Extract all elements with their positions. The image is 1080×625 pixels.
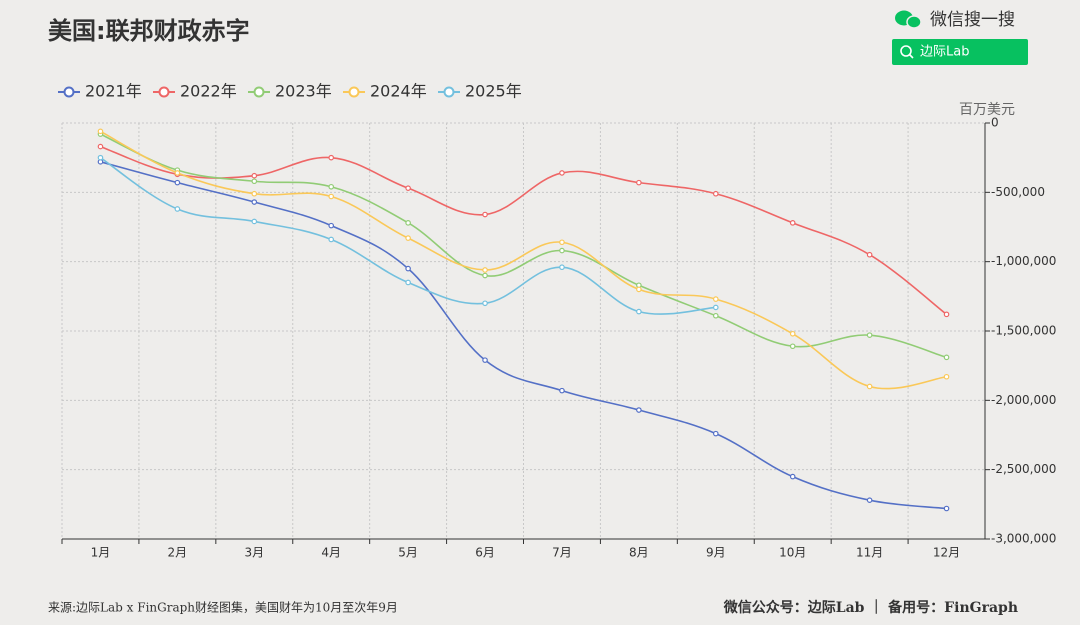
search-icon	[900, 45, 912, 57]
data-point	[559, 239, 565, 246]
footer: 微信公众号：边际Lab ｜ 备用号：FinGraph	[723, 599, 1018, 616]
data-point	[866, 383, 873, 390]
x-tick-label: 4月	[321, 546, 341, 560]
data-point	[943, 505, 950, 512]
legend-label: 2021年	[85, 82, 142, 101]
data-point	[482, 272, 488, 279]
data-point	[405, 235, 411, 241]
data-point	[405, 279, 411, 286]
data-point	[97, 143, 104, 150]
data-point	[97, 128, 104, 135]
data-point	[328, 193, 335, 200]
data-point	[866, 497, 873, 503]
legend-swatch	[63, 86, 75, 98]
x-tick-label: 5月	[398, 546, 418, 560]
data-point	[559, 264, 565, 271]
data-point	[251, 178, 258, 185]
legend-label: 2025年	[465, 82, 522, 101]
y-tick-label: -500,000	[991, 185, 1045, 199]
series-line	[100, 133, 947, 359]
data-point	[943, 311, 950, 318]
x-tick-label: 7月	[552, 546, 572, 560]
data-point	[789, 220, 796, 226]
x-tick-label: 8月	[629, 546, 649, 560]
data-point	[636, 179, 642, 186]
data-point	[482, 211, 488, 218]
data-point	[559, 170, 565, 176]
data-point	[943, 373, 950, 380]
data-point	[328, 154, 335, 161]
data-point	[559, 387, 565, 394]
search-button-label[interactable]: 边际Lab	[920, 45, 969, 60]
data-point	[328, 183, 335, 190]
y-tick-label: -1,500,000	[991, 324, 1056, 338]
data-point	[636, 308, 642, 315]
legend-label: 2022年	[180, 82, 237, 101]
y-axis-label: 百万美元	[959, 102, 1015, 118]
x-tick-label: 6月	[475, 546, 495, 560]
data-point	[712, 304, 719, 311]
search-label: 微信搜一搜	[930, 10, 1015, 30]
data-point	[251, 190, 258, 197]
series-line	[100, 145, 948, 315]
data-point	[482, 300, 488, 307]
data-point	[405, 185, 411, 191]
data-point	[943, 354, 950, 361]
legend-label: 2023年	[275, 82, 332, 101]
data-point	[97, 154, 104, 161]
data-point	[712, 312, 719, 319]
x-tick-label: 9月	[706, 546, 726, 560]
data-point	[789, 473, 796, 480]
y-tick-label: -1,000,000	[991, 254, 1056, 268]
x-tick-label: 1月	[91, 546, 111, 560]
x-tick-label: 2月	[168, 546, 188, 560]
data-point	[174, 206, 181, 212]
search-icon	[908, 53, 914, 59]
data-point	[712, 296, 719, 302]
x-tick-label: 10月	[779, 546, 806, 560]
y-tick-label: -2,000,000	[991, 393, 1056, 407]
data-point	[251, 172, 258, 179]
chart-title: 美国:联邦财政赤字	[48, 17, 250, 45]
data-point	[866, 251, 873, 258]
legend-label: 2024年	[370, 82, 427, 101]
data-point	[405, 220, 411, 226]
data-point	[482, 357, 488, 363]
series-line	[100, 130, 947, 390]
data-point	[789, 330, 796, 337]
data-point	[712, 190, 719, 197]
data-point	[866, 332, 873, 338]
y-tick-label: 0	[991, 116, 999, 130]
data-point	[328, 236, 335, 243]
data-point	[174, 170, 181, 176]
legend-swatch	[158, 86, 170, 98]
data-point	[251, 199, 258, 205]
legend-swatch	[348, 86, 360, 98]
legend-swatch	[443, 86, 455, 98]
data-point	[482, 267, 488, 273]
search-button[interactable]	[892, 39, 1028, 65]
data-point	[559, 247, 565, 254]
y-tick-label: -2,500,000	[991, 462, 1056, 476]
data-point	[636, 407, 642, 413]
data-point	[789, 343, 796, 350]
legend-swatch	[253, 86, 265, 98]
data-point	[251, 218, 258, 225]
wechat-logo	[895, 10, 922, 29]
data-point	[174, 179, 181, 186]
x-tick-label: 11月	[856, 546, 883, 560]
data-point	[405, 265, 411, 272]
y-tick-label: -3,000,000	[991, 532, 1056, 546]
data-point	[636, 286, 642, 293]
x-tick-label: 12月	[933, 546, 960, 560]
source: 来源:边际Lab x FinGraph财经图集，美国财年为10月至次年9月	[48, 600, 398, 615]
data-point	[328, 222, 335, 229]
x-tick-label: 3月	[244, 546, 264, 560]
data-point	[712, 430, 719, 437]
